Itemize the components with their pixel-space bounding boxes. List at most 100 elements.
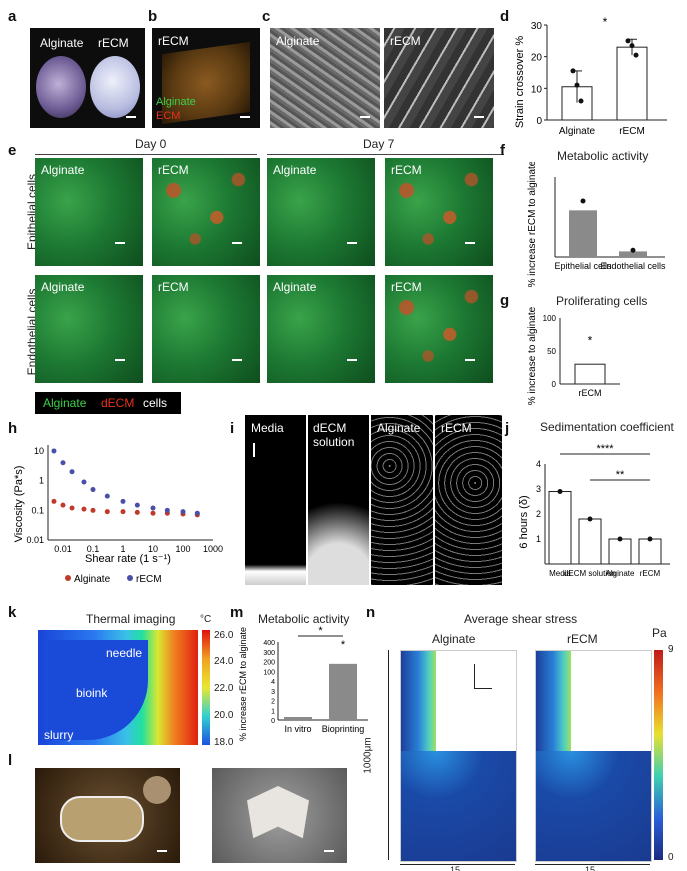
thermal-image: needle bioink slurry xyxy=(38,630,198,745)
scale-bar xyxy=(232,242,242,244)
n-field-alginate xyxy=(400,650,517,862)
k-unit: °C xyxy=(200,614,212,625)
n-jet xyxy=(536,651,571,751)
m-ytick-label: 300 xyxy=(263,650,275,657)
panel-b-legend-ecm: ECM xyxy=(156,110,181,122)
n-bath xyxy=(401,751,516,861)
j-sig-1: **** xyxy=(596,443,614,455)
j-ytick-label: 1 xyxy=(536,534,541,544)
d-xtick-label: rECM xyxy=(619,126,645,137)
chart-h-xlabel: Shear rate (1 s⁻¹) xyxy=(85,553,171,565)
h-point xyxy=(120,498,126,504)
i-label-recm: rECM xyxy=(441,421,472,435)
f-xtick-label: Endothelial cells xyxy=(600,261,666,271)
n-width-label-2: 15 xyxy=(585,866,596,871)
panel-label-b: b xyxy=(148,8,158,25)
chart-f-ylabel: % increase rECM to alginate xyxy=(527,162,538,287)
panel-label-g: g xyxy=(500,292,510,309)
h-xtick-label: 1 xyxy=(120,544,125,554)
m-ytick-label: 200 xyxy=(263,660,275,667)
panel-l-image-2 xyxy=(212,768,347,863)
img-label: Alginate xyxy=(273,280,317,294)
j-sig-2: ** xyxy=(616,469,625,481)
e-legend-bar: Alginate dECM cells xyxy=(35,392,181,414)
recm-disc xyxy=(90,56,140,118)
panel-label-h: h xyxy=(8,420,18,437)
m-ytick-label: 2 xyxy=(271,699,275,706)
e-img-endo-recm-d7: rECM xyxy=(385,275,493,383)
n-axis-r xyxy=(474,688,492,689)
chart-g-plot: 0 50 100 rECM * xyxy=(543,314,620,398)
panel-label-d: d xyxy=(500,8,510,25)
d-ytick-label: 0 xyxy=(536,116,542,127)
chart-f-title: Metabolic activity xyxy=(557,149,649,163)
n-sub-recm: rECM xyxy=(567,632,598,646)
d-point xyxy=(629,43,635,49)
scale-bar xyxy=(115,242,125,244)
chart-h: Viscosity (Pa*s) Shear rate (1 s⁻¹) 0.01… xyxy=(13,445,223,585)
j-point xyxy=(617,536,623,542)
f-xtick-label: Epithelial cells xyxy=(554,261,612,271)
h-point xyxy=(120,509,126,515)
j-ytick-label: 3 xyxy=(536,484,541,494)
chart-f: % increase rECM to alginate Epithelial c… xyxy=(527,162,666,287)
h-ytick-label: 0.01 xyxy=(26,535,44,545)
day0-divider xyxy=(35,154,257,155)
h-point xyxy=(180,509,186,515)
d-ytick-label: 10 xyxy=(531,84,543,95)
panel-c-image-recm: rECM xyxy=(384,28,494,128)
tube-recm xyxy=(435,415,502,585)
j-bar xyxy=(548,491,572,565)
m-ytick-label: 1 xyxy=(271,708,275,715)
d-sig: * xyxy=(603,15,608,29)
scale-bar xyxy=(253,443,255,457)
h-ytick-label: 0.1 xyxy=(31,505,44,515)
panel-label-e: e xyxy=(8,142,17,159)
h-legend-label: rECM xyxy=(136,574,162,585)
img-label: rECM xyxy=(158,163,189,177)
scale-bar xyxy=(232,359,242,361)
n-scale-line xyxy=(388,650,389,860)
d-bar xyxy=(616,46,648,121)
h-point xyxy=(194,510,200,516)
scale-bar xyxy=(157,850,167,852)
panel-a-label-recm: rECM xyxy=(98,36,129,50)
h-ytick-label: 10 xyxy=(34,446,44,456)
e-img-endo-recm-d0: rECM xyxy=(152,275,260,383)
chart-g-ylabel: % increase to alginate xyxy=(527,306,538,405)
g-xtick-label: rECM xyxy=(579,388,602,398)
n-colorbar xyxy=(654,650,663,860)
k-needle: needle xyxy=(106,646,143,660)
tube-decm xyxy=(308,415,371,585)
h-point xyxy=(90,507,96,513)
h-point xyxy=(51,448,57,454)
panel-label-a: a xyxy=(8,8,17,25)
g-bar xyxy=(574,363,606,385)
chart-d-ylabel: Strain crossover % xyxy=(514,36,526,129)
n-bath xyxy=(536,751,651,861)
panel-i-image: Media dECM solution Alginate rECM xyxy=(245,415,502,585)
h-legend-dot xyxy=(65,575,71,581)
m-xtick-label: In vitro xyxy=(284,724,311,734)
img-label: rECM xyxy=(391,163,422,177)
thermal-colorbar xyxy=(202,630,210,745)
chart-j-title: Sedimentation coefficient xyxy=(540,420,674,434)
h-legend-dot xyxy=(127,575,133,581)
tube-alginate xyxy=(371,415,435,585)
m-ytick-label: 4 xyxy=(271,679,275,686)
h-point xyxy=(150,505,156,511)
h-point xyxy=(60,460,66,466)
g-ytick-label: 100 xyxy=(543,314,557,323)
panel-k-title: Thermal imaging xyxy=(86,612,176,626)
h-point xyxy=(60,502,66,508)
chart-d-plot: 0 10 20 30 Alginate rECM * xyxy=(531,15,667,137)
panel-b-legend-alginate: Alginate xyxy=(156,96,196,108)
j-xtick-label: rECM xyxy=(640,569,661,578)
h-xtick-label: 1000 xyxy=(203,544,223,554)
h-ytick-label: 1 xyxy=(39,476,44,486)
j-ytick-label: 2 xyxy=(536,509,541,519)
j-bar xyxy=(608,538,632,565)
panel-c-label-alginate: Alginate xyxy=(276,34,320,48)
day7-divider xyxy=(267,154,504,155)
panel-label-j: j xyxy=(505,420,510,437)
